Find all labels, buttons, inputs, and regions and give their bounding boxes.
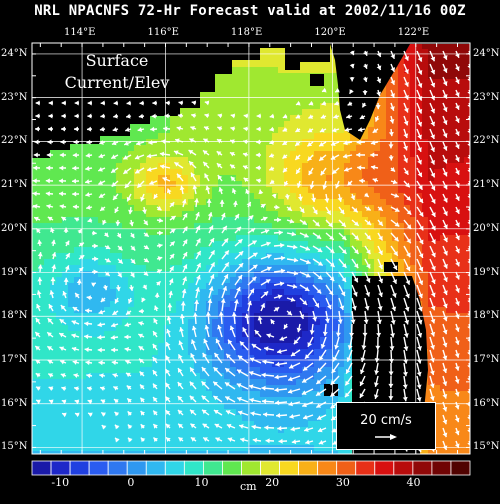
colorbar-swatch <box>51 461 70 475</box>
lat-label-right: 19°N <box>473 267 499 278</box>
map-title: NRL NPACNFS 72-Hr Forecast valid at 2002… <box>0 3 500 19</box>
colorbar-tick-label: 0 <box>127 476 134 489</box>
lat-label-left: 24°N <box>1 48 27 59</box>
colorbar-swatch <box>222 461 241 475</box>
colorbar-swatch <box>241 461 260 475</box>
colorbar-swatch <box>108 461 127 475</box>
lat-label-left: 18°N <box>1 310 27 321</box>
colorbar-tick-label: 20 <box>265 476 279 489</box>
lat-label-right: 15°N <box>473 441 499 452</box>
colorbar-swatch <box>413 461 432 475</box>
product-annotation: Surface Current/Elev <box>52 50 182 94</box>
colorbar-tick-label: 40 <box>406 476 420 489</box>
colorbar-swatch <box>451 461 470 475</box>
lat-label-right: 20°N <box>473 223 499 234</box>
colorbar-swatch <box>375 461 394 475</box>
colorbar-swatch <box>299 461 318 475</box>
colorbar-tick-label: 10 <box>195 476 209 489</box>
reef-land <box>324 384 338 396</box>
reference-arrow-icon <box>337 403 435 449</box>
colorbar-swatch <box>432 461 451 475</box>
colorbar-swatch <box>356 461 375 475</box>
lat-label-right: 16°N <box>473 398 499 409</box>
colorbar-swatch <box>70 461 89 475</box>
lat-label-left: 15°N <box>1 441 27 452</box>
lon-label: 114°E <box>64 27 95 38</box>
colorbar-swatch <box>280 461 299 475</box>
colorbar-swatch <box>394 461 413 475</box>
reference-vector-box: 20 cm/s <box>336 402 436 450</box>
colorbar-swatch <box>337 461 356 475</box>
lat-label-right: 17°N <box>473 354 499 365</box>
colorbar-swatch <box>203 461 222 475</box>
colorbar-swatch <box>318 461 337 475</box>
annotation-line1: Surface <box>52 50 182 72</box>
colorbar-swatch <box>127 461 146 475</box>
lon-label: 118°E <box>231 27 262 38</box>
lat-label-left: 16°N <box>1 398 27 409</box>
lon-label: 116°E <box>147 27 178 38</box>
lat-label-right: 24°N <box>473 48 499 59</box>
lat-label-left: 22°N <box>1 135 27 146</box>
lat-label-left: 21°N <box>1 179 27 190</box>
lat-label-left: 23°N <box>1 92 27 103</box>
lat-label-right: 23°N <box>473 92 499 103</box>
lon-label: 120°E <box>314 27 345 38</box>
colorbar-units: cm <box>240 480 257 493</box>
colorbar-swatch <box>146 461 165 475</box>
lat-label-left: 20°N <box>1 223 27 234</box>
lat-label-left: 17°N <box>1 354 27 365</box>
lon-label: 122°E <box>398 27 429 38</box>
colorbar-swatch <box>165 461 184 475</box>
colorbar-swatch <box>261 461 280 475</box>
island-land <box>310 74 324 86</box>
lat-label-right: 21°N <box>473 179 499 190</box>
colorbar-tick-label: 30 <box>336 476 350 489</box>
lat-label-right: 18°N <box>473 310 499 321</box>
colorbar-tick-label: -10 <box>51 476 69 489</box>
annotation-line2: Current/Elev <box>52 72 182 94</box>
lat-label-left: 19°N <box>1 267 27 278</box>
colorbar-swatch <box>184 461 203 475</box>
lat-label-right: 22°N <box>473 135 499 146</box>
colorbar-swatch <box>32 461 51 475</box>
colorbar-swatch <box>89 461 108 475</box>
